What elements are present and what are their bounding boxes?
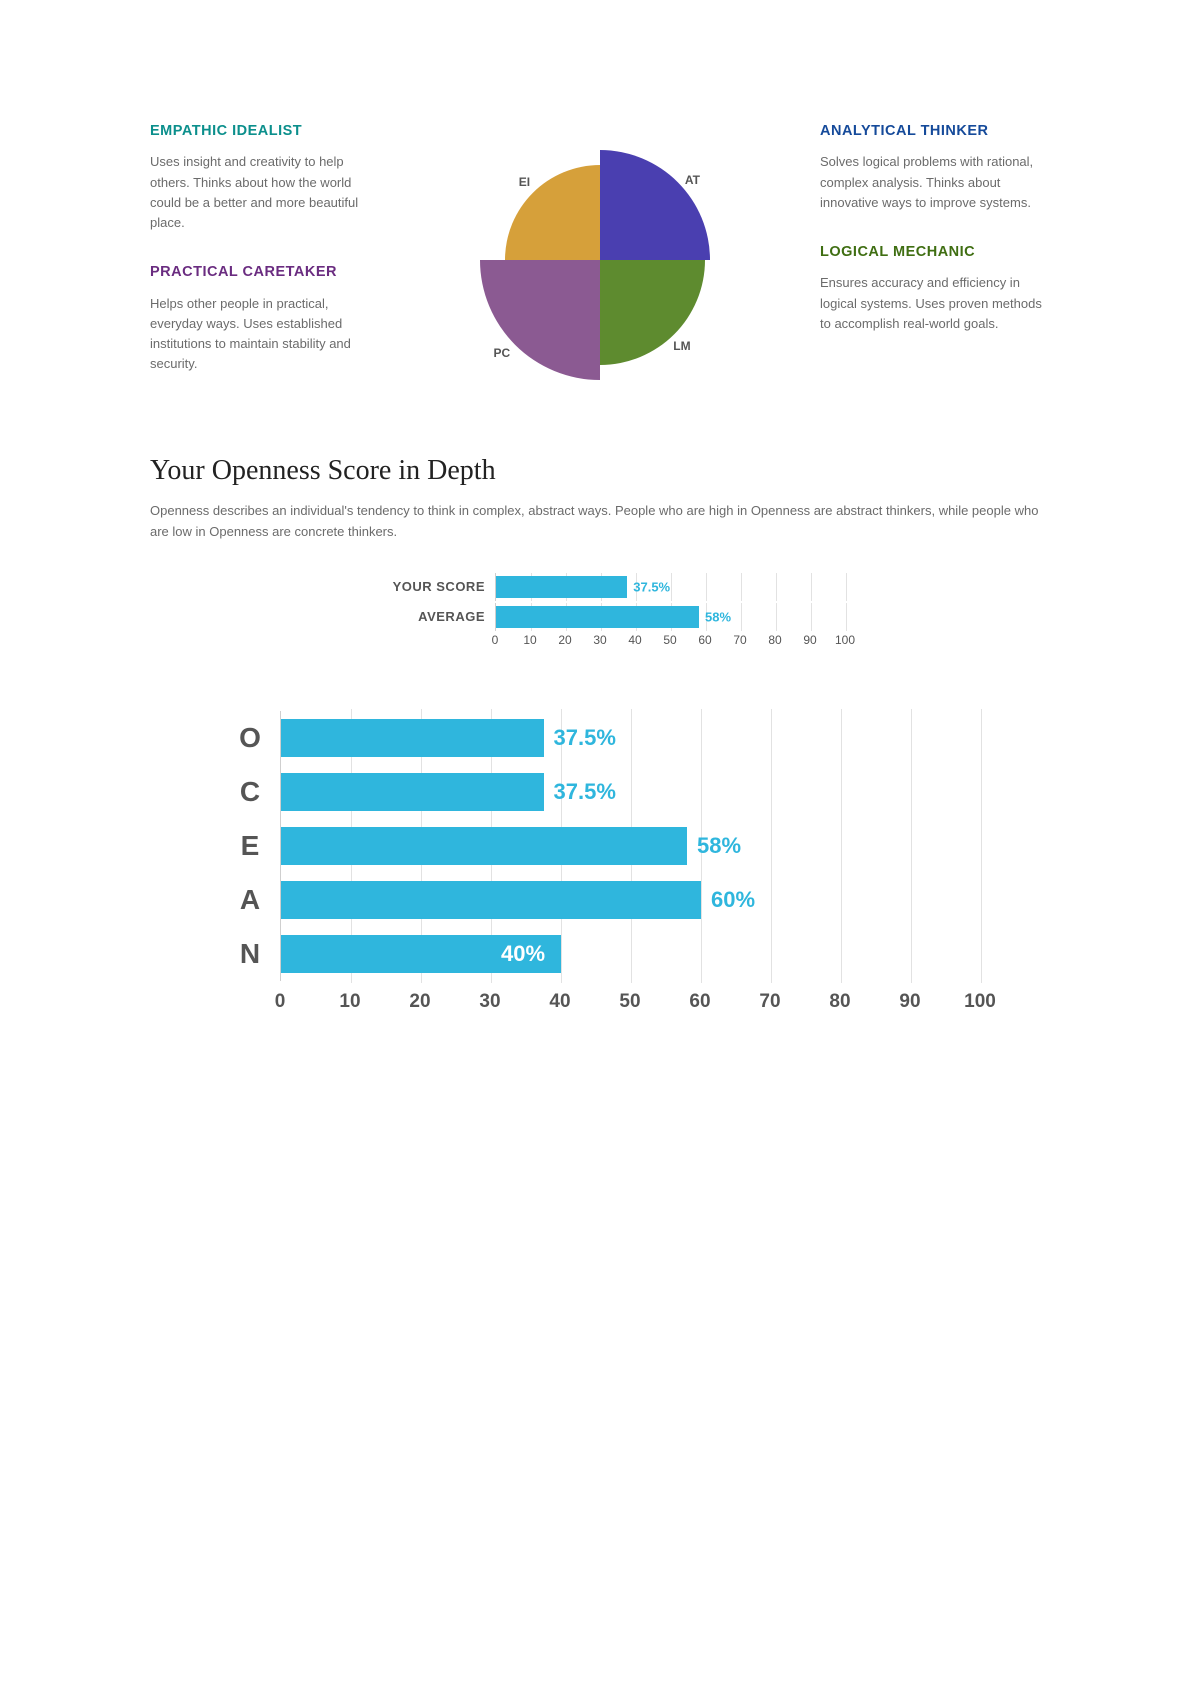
score-bar	[496, 576, 627, 598]
ocean-bar	[281, 881, 701, 919]
ocean-bar-chart: O 37.5% C 37.5% E 58% A 60% N 40% 0 10 20 30 40 50 60 70 8…	[220, 711, 980, 1011]
at-title: ANALYTICAL THINKER	[820, 120, 1050, 142]
ei-desc: Uses insight and creativity to help othe…	[150, 152, 380, 233]
ocean-value: 60%	[701, 887, 755, 913]
axis-tick: 10	[513, 633, 548, 647]
ocean-row: C 37.5%	[220, 765, 980, 819]
quadrant-pie-chart: EI AT LM PC	[445, 120, 755, 410]
at-desc: Solves logical problems with rational, c…	[820, 152, 1050, 212]
ei-title: EMPATHIC IDEALIST	[150, 120, 380, 142]
axis-tick: 50	[619, 991, 640, 1013]
pie-label-ei: EI	[519, 175, 530, 189]
axis-tick: 10	[339, 991, 360, 1013]
score-value: 58%	[699, 609, 731, 624]
ocean-row-plot: 58%	[280, 819, 980, 873]
ocean-row-label: C	[220, 776, 280, 808]
lm-title: LOGICAL MECHANIC	[820, 241, 1050, 263]
axis-tick: 30	[479, 991, 500, 1013]
openness-score-chart: YOUR SCORE 37.5% AVERAGE 58% 010203040506070…	[340, 573, 860, 651]
ocean-row-label: N	[220, 938, 280, 970]
axis-tick: 100	[964, 991, 996, 1013]
ocean-row-label: A	[220, 884, 280, 916]
ocean-value: 37.5%	[544, 725, 616, 751]
ocean-x-axis: 0102030405060708090100	[280, 981, 980, 1011]
lm-desc: Ensures accuracy and efficiency in logic…	[820, 273, 1050, 333]
ocean-bar	[281, 827, 687, 865]
axis-tick: 70	[723, 633, 758, 647]
axis-tick: 0	[478, 633, 513, 647]
ocean-row-plot: 40%	[280, 927, 980, 981]
ocean-value: 40%	[491, 941, 545, 967]
axis-tick: 20	[409, 991, 430, 1013]
ocean-value: 37.5%	[544, 779, 616, 805]
axis-tick: 30	[583, 633, 618, 647]
pie-label-lm: LM	[673, 339, 690, 353]
openness-description: Openness describes an individual's tende…	[150, 501, 1050, 543]
ocean-row: O 37.5%	[220, 711, 980, 765]
openness-heading: Your Openness Score in Depth	[150, 455, 1050, 487]
ocean-bar	[281, 773, 544, 811]
ocean-value: 58%	[687, 833, 741, 859]
ocean-row: A 60%	[220, 873, 980, 927]
pie-label-pc: PC	[493, 346, 510, 360]
pc-desc: Helps other people in practical, everyda…	[150, 294, 380, 375]
score-row-plot: 37.5%	[495, 573, 845, 601]
ocean-row-label: E	[220, 830, 280, 862]
ocean-row: E 58%	[220, 819, 980, 873]
score-row-label: YOUR SCORE	[340, 579, 495, 594]
axis-tick: 100	[828, 633, 863, 647]
score-row-label: AVERAGE	[340, 609, 495, 624]
score-row-plot: 58%	[495, 603, 845, 631]
score-value: 37.5%	[627, 579, 670, 594]
ocean-row-plot: 60%	[280, 873, 980, 927]
axis-tick: 50	[653, 633, 688, 647]
score-bar	[496, 606, 699, 628]
axis-tick: 70	[759, 991, 780, 1013]
ocean-bar	[281, 719, 544, 757]
axis-tick: 60	[688, 633, 723, 647]
quadrant-right-column: ANALYTICAL THINKER Solves logical proble…	[820, 120, 1050, 410]
ocean-row-plot: 37.5%	[280, 711, 980, 765]
axis-tick: 90	[899, 991, 920, 1013]
ocean-row: N 40%	[220, 927, 980, 981]
axis-tick: 80	[829, 991, 850, 1013]
axis-tick: 0	[275, 991, 286, 1013]
pie-label-at: AT	[685, 173, 700, 187]
axis-tick: 60	[689, 991, 710, 1013]
axis-tick: 40	[549, 991, 570, 1013]
axis-tick: 80	[758, 633, 793, 647]
axis-tick: 20	[548, 633, 583, 647]
axis-tick: 90	[793, 633, 828, 647]
ocean-row-label: O	[220, 722, 280, 754]
axis-tick: 40	[618, 633, 653, 647]
quadrant-left-column: EMPATHIC IDEALIST Uses insight and creat…	[150, 120, 380, 410]
pc-title: PRACTICAL CARETAKER	[150, 261, 380, 283]
score-row: AVERAGE 58%	[340, 603, 860, 631]
personality-quadrants: EMPATHIC IDEALIST Uses insight and creat…	[150, 120, 1050, 410]
ocean-row-plot: 37.5%	[280, 765, 980, 819]
score-x-axis: 0102030405060708090100	[495, 633, 845, 651]
score-row: YOUR SCORE 37.5%	[340, 573, 860, 601]
